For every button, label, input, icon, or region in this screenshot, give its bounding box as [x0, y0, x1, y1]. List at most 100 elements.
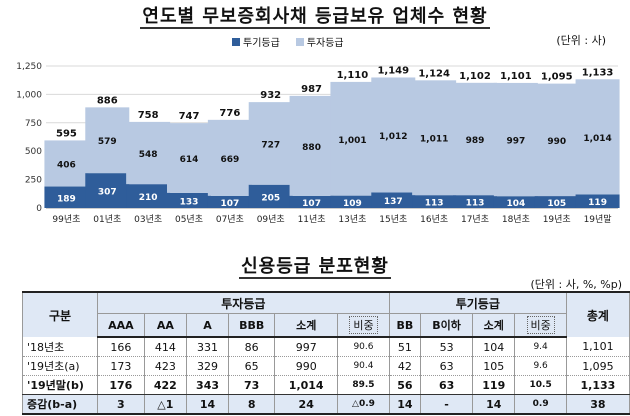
value-cell: 51: [388, 337, 422, 357]
value-cell: 14: [185, 394, 230, 415]
x-tick-label: 01년초: [93, 214, 121, 225]
bar-speculative: [44, 186, 89, 208]
bar-speculative: [493, 196, 538, 208]
data-label-total: 932: [260, 90, 281, 101]
share-cell: 0.9: [514, 394, 567, 415]
data-label-speculative: 119: [588, 198, 607, 208]
bar-speculative: [412, 195, 457, 208]
row-label: '19년초(a): [22, 356, 98, 376]
value-cell: 104: [472, 337, 516, 357]
value-cell: 1,014: [274, 375, 339, 395]
value-cell: 63: [420, 375, 474, 395]
data-label-total: 595: [56, 128, 77, 139]
total-cell: 38: [565, 394, 630, 415]
bar-investment: [289, 95, 334, 196]
x-tick-label: 18년초: [502, 214, 530, 225]
total-cell: 1,095: [565, 356, 630, 376]
share-cell: 9.6: [514, 356, 567, 376]
subheader-aa: AA: [143, 313, 187, 338]
bar-speculative: [167, 192, 211, 208]
data-label-total: 758: [138, 110, 159, 121]
data-label-speculative: 205: [261, 193, 280, 203]
legend-item-inv: 투자등급: [295, 34, 344, 49]
x-tick-label: 19년초: [543, 214, 571, 225]
value-cell: 56: [388, 375, 422, 395]
value-cell: 997: [274, 337, 339, 357]
subheader-a: A: [185, 313, 230, 338]
data-label-investment: 1,011: [420, 135, 448, 145]
value-cell: 119: [472, 375, 516, 395]
bar-speculative: [207, 195, 252, 208]
data-label-total: 886: [97, 95, 118, 106]
subheader-spec-subtotal: 소계: [472, 313, 516, 338]
data-label-speculative: 210: [139, 193, 158, 203]
legend-swatch-inv: [295, 37, 304, 46]
x-tick-label: 03년초: [134, 214, 162, 225]
stacked-bar-chart: 0 250 500 750 1,000 1,250 189 406 595 99년초 307 579 8…: [16, 62, 620, 225]
y-tick-label: 250: [25, 176, 42, 186]
data-label-investment: 669: [220, 155, 239, 165]
value-cell: 990: [274, 356, 339, 376]
row-label: 증감(b-a): [22, 394, 98, 415]
data-label-total: 1,110: [337, 70, 369, 81]
subheader-inv-share-label: 비중: [349, 316, 378, 334]
data-label-speculative: 307: [98, 188, 117, 198]
bar-speculative: [371, 192, 416, 208]
data-label-speculative: 104: [506, 199, 525, 209]
data-label-speculative: 113: [425, 199, 444, 209]
bar-investment: [330, 81, 375, 196]
bar-investment: [248, 102, 293, 185]
data-label-speculative: 109: [343, 199, 362, 209]
bar-investment: [85, 107, 130, 174]
x-tick-label: 16년초: [420, 214, 448, 225]
subheader-bb: BB: [388, 313, 422, 338]
bar-investment: [534, 83, 579, 197]
row-label: '18년초: [22, 337, 98, 357]
value-cell: 42: [388, 356, 422, 376]
value-cell: 414: [143, 337, 187, 357]
value-cell: 105: [472, 356, 516, 376]
y-tick-label: 500: [25, 147, 42, 157]
bar-investment: [371, 77, 416, 193]
bar-investment: [575, 79, 620, 195]
subheader-b-below: B이하: [420, 313, 474, 338]
bar-speculative: [534, 196, 579, 208]
subheader-inv-subtotal: 소계: [274, 313, 339, 338]
data-label-investment: 579: [98, 137, 117, 147]
x-tick-label: 17년초: [461, 214, 489, 225]
subheader-inv-share: 비중: [337, 313, 390, 338]
chart-title: 연도별 무보증회사채 등급보유 업체수 현황: [140, 6, 490, 29]
header-group: 구분: [22, 291, 98, 337]
legend-item-spec: 투기등급: [232, 34, 280, 49]
bar-investment: [44, 140, 89, 187]
bar-speculative: [453, 195, 497, 208]
data-label-total: 1,149: [377, 65, 409, 76]
bar-speculative: [289, 195, 334, 208]
subheader-bbb: BBB: [228, 313, 276, 338]
bar-investment: [453, 82, 497, 196]
value-cell: △1: [143, 394, 187, 415]
bar-speculative: [575, 194, 620, 208]
data-label-total: 987: [301, 84, 322, 95]
y-tick-label: 1,250: [16, 62, 42, 72]
legend-swatch-spec: [232, 37, 240, 46]
data-label-speculative: 105: [547, 199, 566, 209]
data-label-investment: 989: [466, 136, 485, 146]
total-cell: 1,101: [565, 337, 630, 357]
x-tick-label: 13년초: [338, 214, 366, 225]
subheader-spec-share-label: 비중: [526, 316, 555, 334]
value-cell: 422: [143, 375, 187, 395]
data-label-investment: 727: [261, 140, 280, 150]
data-label-total: 747: [179, 111, 200, 122]
data-label-investment: 990: [547, 137, 566, 147]
bar-investment: [207, 119, 252, 196]
value-cell: 331: [185, 337, 230, 357]
data-label-total: 1,133: [582, 67, 614, 78]
header-investment: 투자등급: [97, 291, 390, 314]
table-row: '19년말(b) 176 422 343 73 1,014 89.5 56 63 119 10.5 1…: [22, 375, 630, 395]
bar-investment: [493, 82, 538, 197]
data-label-investment: 880: [302, 143, 321, 153]
value-cell: 8: [228, 394, 276, 415]
data-label-total: 776: [219, 108, 240, 119]
y-tick-label: 0: [36, 204, 42, 214]
